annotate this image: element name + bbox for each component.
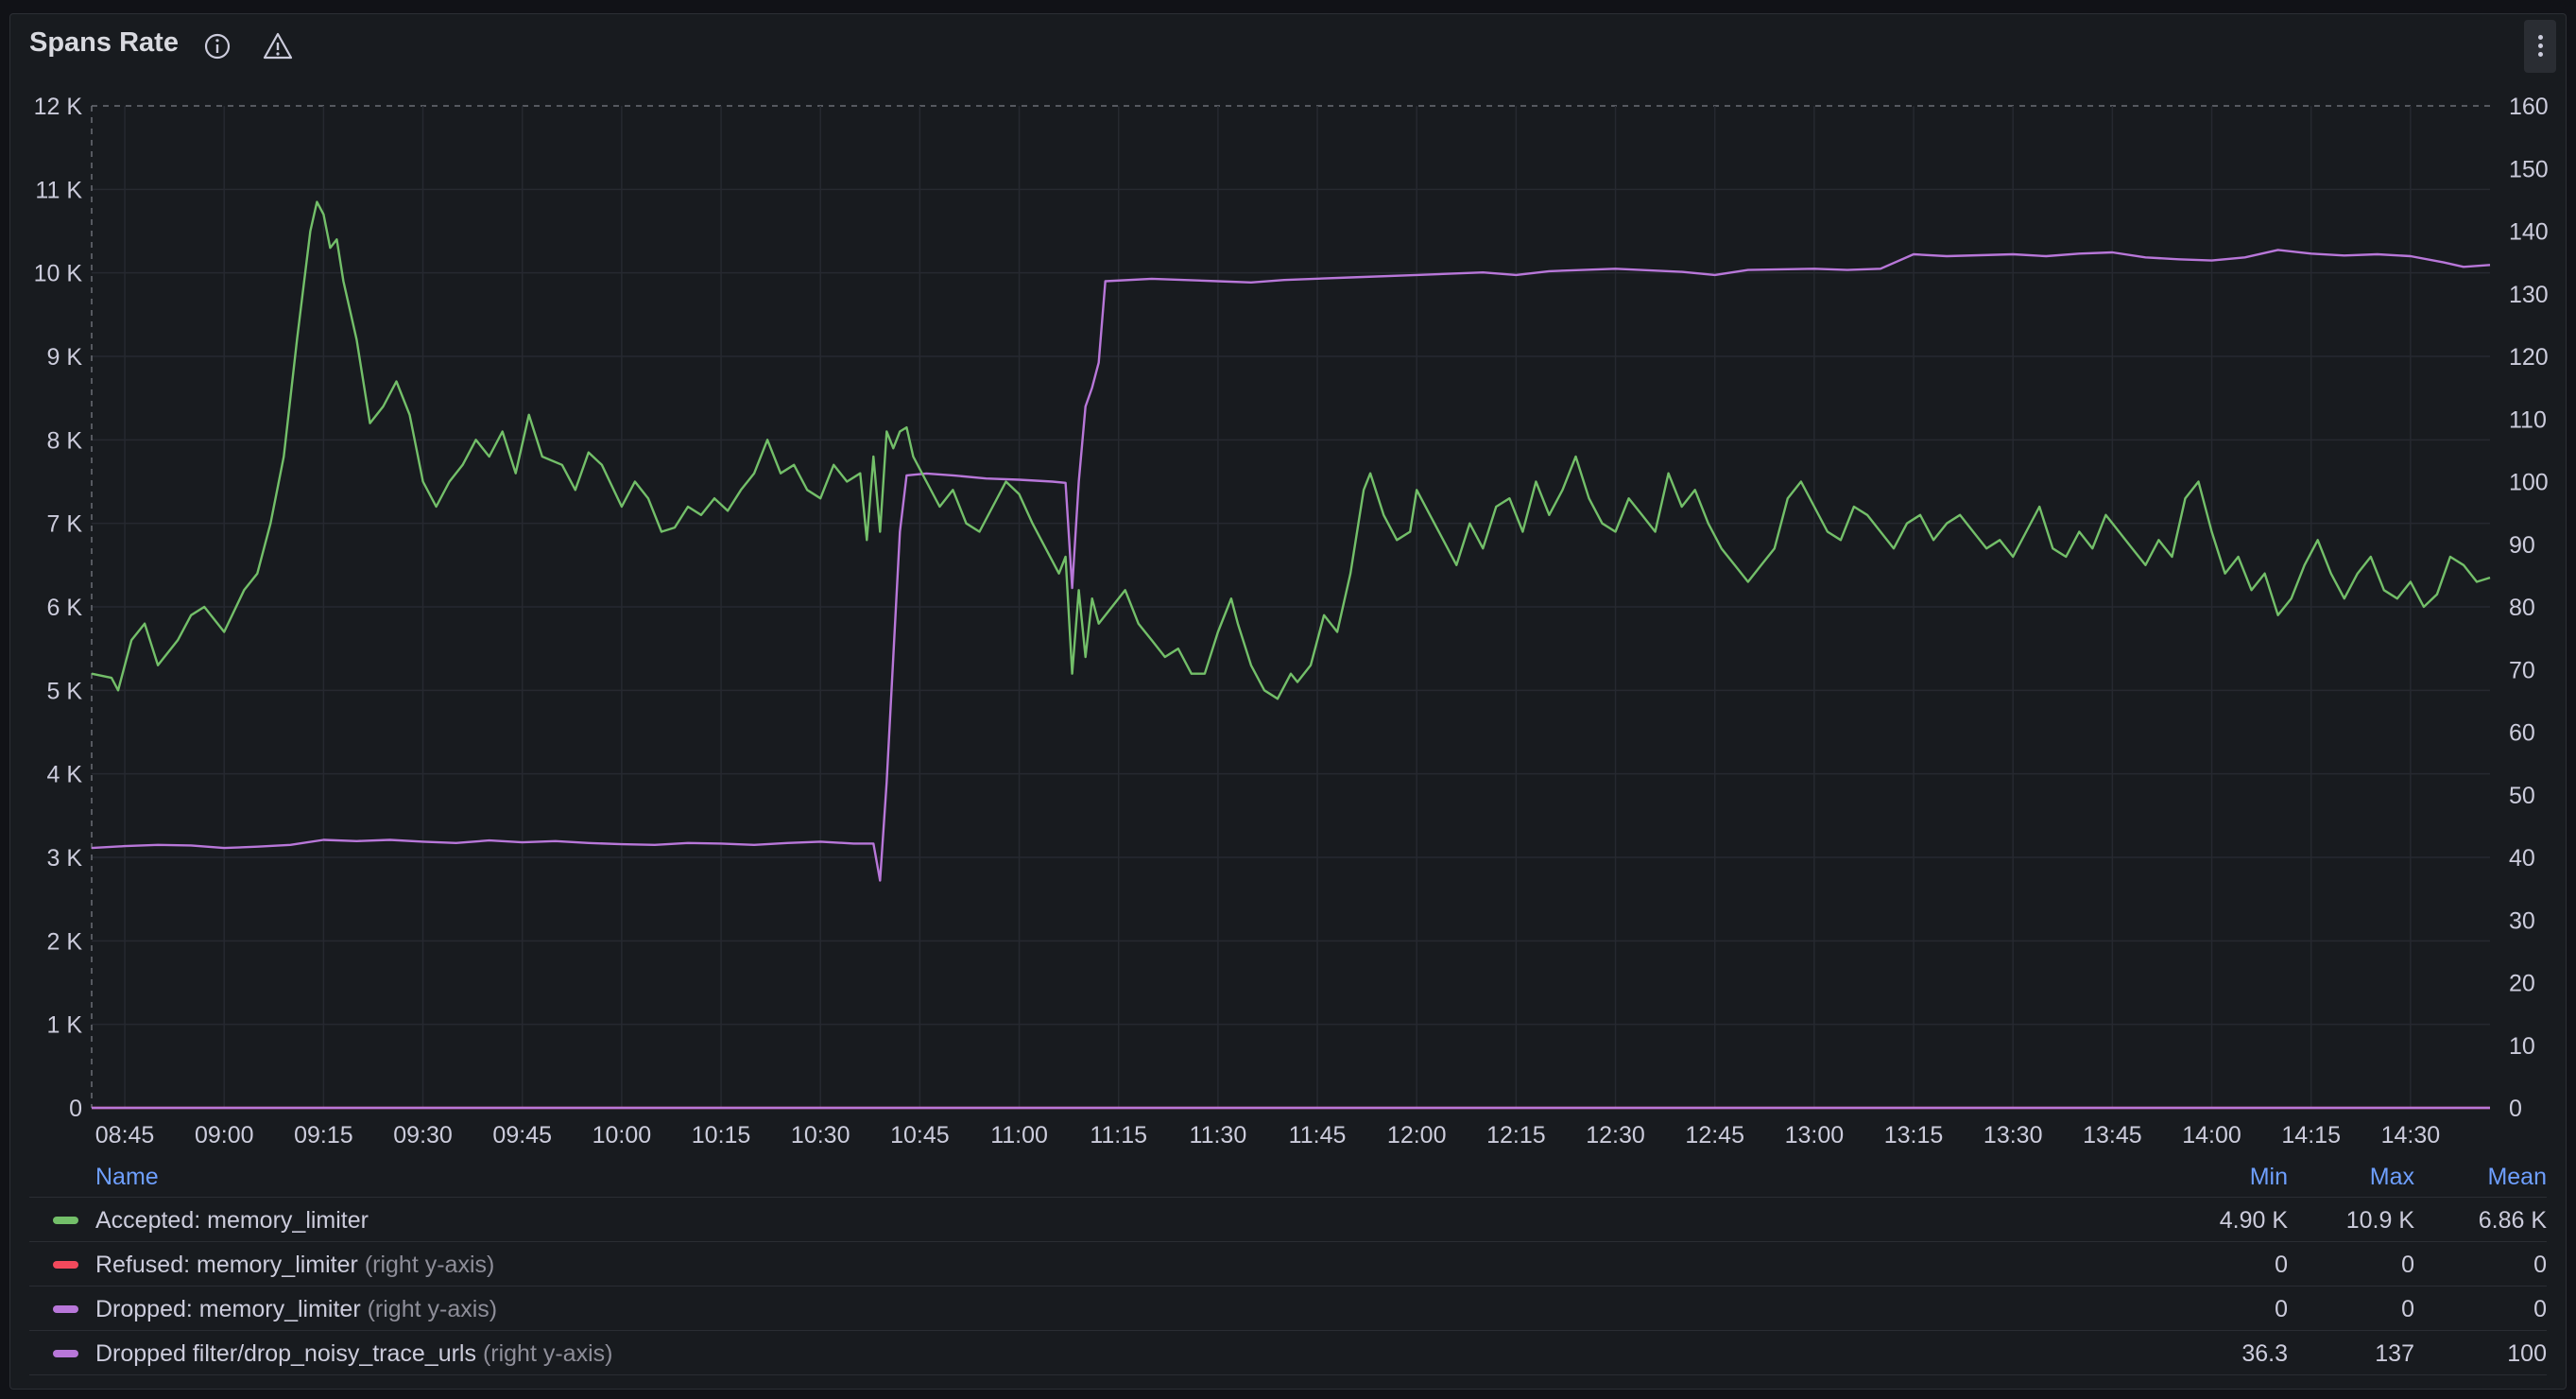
x-tick-label: 09:15 xyxy=(294,1122,353,1149)
x-tick-label: 08:45 xyxy=(95,1122,155,1149)
spans-rate-panel: Spans Rate 0 1 K 2 K 3 K 4 K 5 K 6 K 7 K 8 K 9 K 1… xyxy=(9,13,2567,1390)
legend-mean-value: 6.86 K xyxy=(2478,1207,2547,1234)
y-right-tick-label: 70 xyxy=(2509,657,2535,683)
legend-series-name[interactable]: Accepted: memory_limiter xyxy=(95,1207,369,1234)
y-right-tick-label: 60 xyxy=(2509,720,2535,747)
legend-header-name[interactable]: Name xyxy=(95,1164,159,1190)
series-color-swatch[interactable] xyxy=(53,1261,78,1269)
y-left-tick-label: 9 K xyxy=(46,344,82,371)
legend-mean-value: 0 xyxy=(2533,1296,2547,1322)
x-tick-label: 12:15 xyxy=(1486,1122,1546,1149)
x-tick-label: 09:30 xyxy=(393,1122,453,1149)
legend-min-value: 0 xyxy=(2275,1252,2288,1278)
x-tick-label: 11:45 xyxy=(1289,1122,1347,1149)
x-tick-label: 12:30 xyxy=(1586,1122,1645,1149)
x-tick-label: 13:30 xyxy=(1984,1122,2043,1149)
y-right-tick-label: 160 xyxy=(2509,94,2549,120)
x-tick-label: 11:15 xyxy=(1090,1122,1147,1149)
series-line-3 xyxy=(91,249,2491,882)
legend-series-name[interactable]: Dropped: memory_limiter xyxy=(95,1296,361,1322)
info-icon[interactable] xyxy=(201,30,233,62)
legend-max-value: 137 xyxy=(2375,1340,2414,1367)
y-left-tick-label: 0 xyxy=(69,1096,82,1122)
y-right-tick-label: 100 xyxy=(2509,470,2549,496)
legend-min-value: 4.90 K xyxy=(2219,1207,2288,1234)
y-left-tick-label: 11 K xyxy=(35,177,82,203)
y-right-tick-label: 40 xyxy=(2509,845,2535,872)
legend-max-value: 0 xyxy=(2401,1296,2414,1322)
legend-mean-value: 0 xyxy=(2533,1252,2547,1278)
legend-header-min[interactable]: Min xyxy=(2249,1164,2288,1190)
y-right-tick-label: 50 xyxy=(2509,783,2535,809)
panel-title: Spans Rate xyxy=(29,27,179,58)
x-tick-label: 10:45 xyxy=(890,1122,950,1149)
x-tick-label: 10:15 xyxy=(692,1122,751,1149)
x-tick-label: 10:00 xyxy=(592,1122,652,1149)
legend-series-name[interactable]: Dropped filter/drop_noisy_trace_urls xyxy=(95,1340,476,1367)
x-tick-label: 09:00 xyxy=(195,1122,254,1149)
y-left-tick-label: 12 K xyxy=(34,94,83,120)
y-left-tick-label: 1 K xyxy=(46,1012,82,1039)
x-tick-label: 09:45 xyxy=(492,1122,552,1149)
panel-header[interactable]: Spans Rate xyxy=(10,14,2566,75)
x-tick-label: 13:00 xyxy=(1785,1122,1845,1149)
y-left-tick-label: 8 K xyxy=(46,427,82,454)
series-line-0 xyxy=(91,200,2491,700)
x-tick-label: 13:45 xyxy=(2083,1122,2142,1149)
x-tick-label: 11:00 xyxy=(990,1122,1048,1149)
y-left-tick-label: 6 K xyxy=(46,595,82,621)
legend-axis-note: (right y-axis) xyxy=(364,1252,495,1278)
x-tick-label: 11:30 xyxy=(1190,1122,1247,1149)
legend-row[interactable]: Dropped: memory_limiter (right y-axis) 0… xyxy=(29,1287,2547,1331)
legend-series-name[interactable]: Refused: memory_limiter xyxy=(95,1252,358,1278)
y-left-tick-label: 3 K xyxy=(46,845,82,872)
y-right-tick-label: 90 xyxy=(2509,532,2535,559)
warning-icon[interactable] xyxy=(262,30,294,62)
y-right-tick-label: 30 xyxy=(2509,907,2535,934)
y-right-tick-label: 10 xyxy=(2509,1033,2535,1060)
y-left-tick-label: 10 K xyxy=(34,261,83,287)
x-tick-label: 13:15 xyxy=(1884,1122,1944,1149)
series-color-swatch[interactable] xyxy=(53,1217,78,1224)
y-right-tick-label: 140 xyxy=(2509,219,2549,246)
x-tick-label: 10:30 xyxy=(791,1122,850,1149)
legend-header-mean[interactable]: Mean xyxy=(2487,1164,2547,1190)
y-right-tick-label: 110 xyxy=(2509,406,2547,433)
legend-mean-value: 100 xyxy=(2507,1340,2547,1367)
x-tick-label: 14:00 xyxy=(2182,1122,2241,1149)
y-right-tick-label: 120 xyxy=(2509,344,2549,371)
y-left-tick-label: 7 K xyxy=(46,511,82,538)
y-right-tick-label: 130 xyxy=(2509,282,2549,308)
y-right-tick-label: 150 xyxy=(2509,156,2549,182)
menu-icon[interactable] xyxy=(2524,20,2556,73)
x-tick-label: 12:45 xyxy=(1685,1122,1744,1149)
y-left-tick-label: 4 K xyxy=(46,762,82,788)
legend-table: Name Min Max Mean Accepted: memory_limit… xyxy=(29,1154,2547,1375)
legend-axis-note: (right y-axis) xyxy=(482,1340,613,1367)
series-color-swatch[interactable] xyxy=(53,1305,78,1313)
y-right-tick-label: 0 xyxy=(2509,1096,2522,1122)
x-tick-label: 14:15 xyxy=(2281,1122,2341,1149)
legend-max-value: 10.9 K xyxy=(2345,1207,2414,1234)
x-tick-label: 12:00 xyxy=(1387,1122,1447,1149)
legend-min-value: 36.3 xyxy=(2241,1340,2288,1367)
legend-row[interactable]: Accepted: memory_limiter 4.90 K 10.9 K 6… xyxy=(29,1198,2547,1242)
spans-rate-chart: 0 1 K 2 K 3 K 4 K 5 K 6 K 7 K 8 K 9 K 10 K 11 K 12 K… xyxy=(34,94,2549,1149)
y-left-tick-label: 5 K xyxy=(46,678,82,704)
y-right-tick-label: 80 xyxy=(2509,595,2535,621)
y-left-tick-label: 2 K xyxy=(46,928,82,955)
legend-row[interactable]: Refused: memory_limiter (right y-axis) 0… xyxy=(29,1242,2547,1287)
legend-header-row: Name Min Max Mean xyxy=(29,1154,2547,1198)
legend-header-max[interactable]: Max xyxy=(2369,1164,2414,1190)
legend-min-value: 0 xyxy=(2275,1296,2288,1322)
x-tick-label: 14:30 xyxy=(2381,1122,2441,1149)
legend-max-value: 0 xyxy=(2401,1252,2414,1278)
legend-axis-note: (right y-axis) xyxy=(367,1296,498,1322)
y-right-tick-label: 20 xyxy=(2509,971,2535,997)
legend-row[interactable]: Dropped filter/drop_noisy_trace_urls (ri… xyxy=(29,1331,2547,1375)
series-color-swatch[interactable] xyxy=(53,1350,78,1357)
